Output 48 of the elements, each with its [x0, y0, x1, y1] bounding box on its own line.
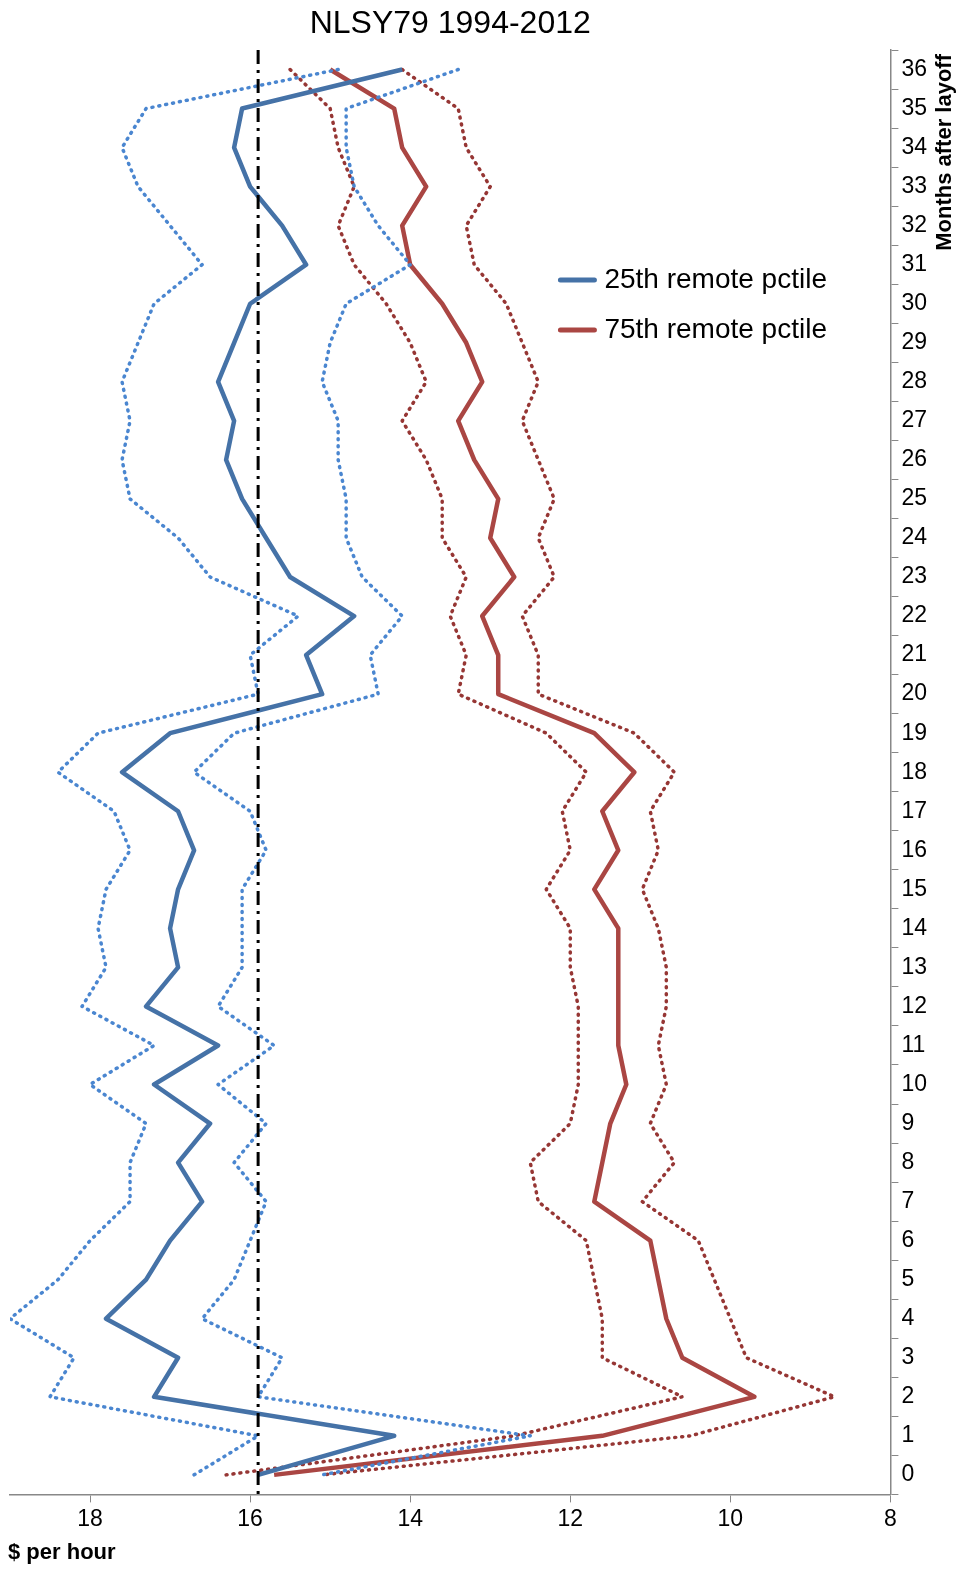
legend-label: 25th remote pctile — [604, 262, 827, 294]
y-tick-label: 26 — [901, 445, 928, 472]
y-tick-label: 1 — [901, 1421, 915, 1448]
y-tick-label: 33 — [901, 171, 928, 198]
y-tick-label: 20 — [901, 679, 928, 706]
chart-title: NLSY79 1994-2012 — [309, 3, 591, 40]
y-tick-label: 23 — [901, 562, 928, 589]
y-tick-label: 27 — [901, 406, 928, 433]
y-tick-label: 28 — [901, 367, 928, 394]
y-tick-label: 10 — [901, 1069, 928, 1096]
y-tick-label: 16 — [901, 835, 928, 862]
y-tick-label: 21 — [901, 640, 928, 667]
y-tick-label: 19 — [901, 718, 928, 745]
x-tick-label: 16 — [237, 1504, 263, 1531]
y-tick-label: 24 — [901, 523, 928, 550]
y-tick-label: 32 — [901, 211, 928, 238]
x-tick-label: 18 — [77, 1504, 103, 1531]
y-tick-label: 0 — [901, 1460, 915, 1487]
y-tick-label: 36 — [901, 54, 928, 81]
y-tick-label: 2 — [901, 1382, 915, 1409]
y-tick-label: 11 — [901, 1030, 926, 1057]
y-tick-label: 4 — [901, 1304, 915, 1331]
y-tick-label: 17 — [901, 796, 928, 823]
y-tick-label: 3 — [901, 1343, 915, 1370]
y-tick-label: 7 — [901, 1186, 915, 1213]
y-tick-label: 18 — [901, 757, 928, 784]
y-tick-label: 25 — [901, 484, 928, 511]
y-tick-label: 22 — [901, 601, 928, 628]
y-tick-label: 30 — [901, 289, 928, 316]
x-tick-label: 8 — [884, 1504, 897, 1531]
y-tick-label: 14 — [901, 913, 928, 940]
x-axis-title: $ per hour — [8, 1539, 117, 1565]
y-tick-label: 8 — [901, 1147, 915, 1174]
legend-label: 75th remote pctile — [604, 312, 827, 344]
x-tick-label: 10 — [717, 1504, 744, 1531]
y-tick-label: 13 — [901, 952, 928, 979]
x-tick-label: 12 — [557, 1504, 584, 1531]
y-axis-title: Months after layoff — [931, 53, 957, 251]
y-tick-label: 35 — [901, 93, 928, 120]
y-tick-label: 31 — [901, 250, 928, 277]
y-tick-label: 5 — [901, 1265, 915, 1292]
y-tick-label: 6 — [901, 1226, 915, 1252]
y-tick-label: 12 — [901, 991, 928, 1018]
x-tick-label: 14 — [397, 1504, 424, 1531]
y-tick-label: 9 — [901, 1108, 915, 1135]
y-tick-label: 29 — [901, 328, 928, 355]
y-tick-label: 34 — [901, 132, 928, 159]
y-tick-label: 15 — [901, 874, 928, 901]
